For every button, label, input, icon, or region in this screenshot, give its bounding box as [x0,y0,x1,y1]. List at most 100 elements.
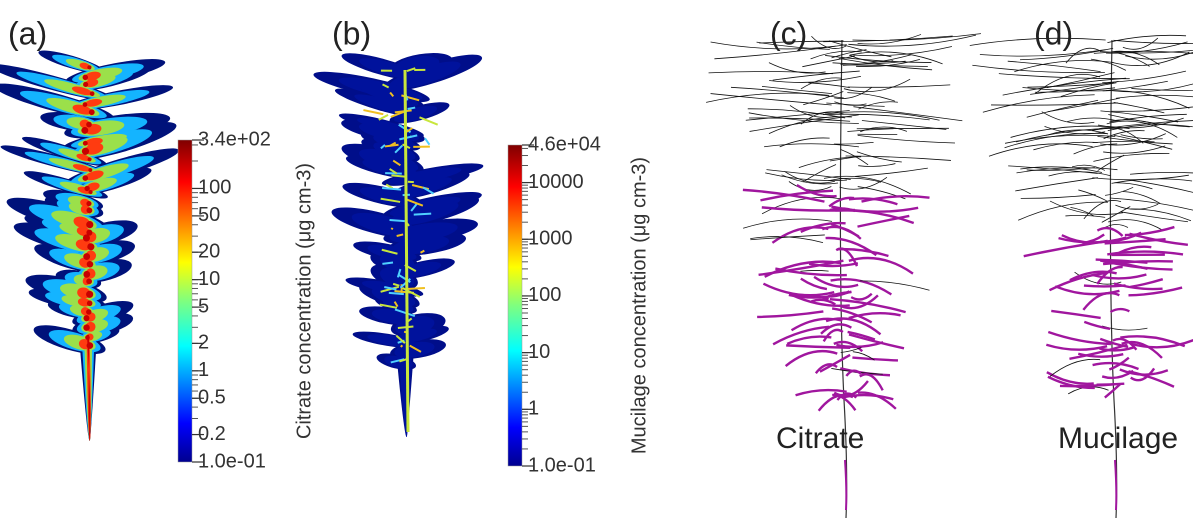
root-line [400,344,404,348]
root-lobe [86,121,92,128]
tick-label: 5 [198,295,209,317]
lateral-root [730,86,844,99]
root-lobe [81,126,89,134]
root-lobe [84,78,99,88]
root-lobe [88,168,93,173]
lateral-root [988,143,1093,157]
lateral-root [838,58,933,71]
lateral-root [1093,153,1170,162]
tick-label: 1.0e-01 [528,454,596,476]
lateral-root [1083,200,1122,220]
colorbar [177,139,193,463]
root-lobe [86,229,93,236]
lateral-root [784,171,836,184]
lateral-root [1112,337,1138,351]
lateral-root [1113,134,1173,150]
lateral-root [844,393,894,401]
lateral-root [1130,367,1156,382]
root-line [399,358,407,363]
lateral-root [1044,126,1106,135]
lateral-root [1048,271,1108,292]
root-lobe [86,278,92,285]
lateral-root [813,275,859,289]
lateral-root [829,207,856,213]
lateral-root [749,114,859,132]
lateral-root [1078,189,1107,202]
root-lobe [73,216,91,229]
tick-label: 20 [198,240,220,262]
lateral-root [834,86,873,99]
lateral-root [1097,117,1184,129]
lateral-root [1097,154,1125,171]
lateral-root [1105,80,1168,92]
lateral-root [853,106,963,122]
lateral-root [847,128,894,132]
lateral-root [834,101,867,106]
lateral-root [831,307,873,324]
lateral-root [768,62,826,74]
root-lobe [86,207,93,214]
lateral-root [1124,225,1175,237]
root-line [394,144,403,154]
lateral-root [820,323,852,335]
root-lobe [83,81,89,88]
root-line [419,116,439,126]
lateral-root [1092,174,1189,181]
lateral-root [764,143,859,148]
lateral-root [845,369,862,377]
lateral-root [1023,240,1104,258]
tick-label: 1 [198,359,209,381]
tick-label: 1.0e-01 [198,450,266,472]
lateral-root [861,195,930,203]
tick-label: 10 [198,268,220,290]
lateral-root [748,112,859,124]
lateral-root [772,325,830,346]
lateral-root [1102,70,1187,84]
lateral-root [1048,171,1111,177]
lateral-root [832,393,857,411]
root-line [382,261,394,265]
lateral-root [1099,49,1193,54]
lateral-root [1116,94,1193,99]
lateral-root [1018,201,1108,221]
lateral-root [764,260,841,278]
root-line [382,186,402,191]
root-line [413,212,432,216]
lateral-root [811,35,847,49]
lateral-root [1046,371,1094,385]
root-lobe [86,300,93,307]
lateral-root [790,317,843,332]
lateral-root [1082,291,1120,311]
tick-label: 10000 [528,171,584,193]
lateral-root [1128,286,1183,297]
lateral-root [991,102,1118,106]
lateral-root [779,137,830,148]
root-line [405,127,413,133]
root-line [393,301,399,308]
root-architecture [969,34,1193,519]
lateral-root [1103,130,1145,140]
lateral-root [1122,191,1161,204]
lateral-root [839,177,888,190]
root-lobe [86,309,92,315]
lateral-root [1115,203,1159,210]
lateral-root [1105,186,1134,196]
tick-label: 50 [198,204,220,226]
lateral-root [1090,58,1127,71]
root-lobe [87,65,92,70]
lateral-root [1016,167,1118,174]
lateral-root [1129,179,1193,193]
lateral-root [1096,265,1123,285]
root-line [378,114,389,121]
lateral-root [788,181,832,191]
lateral-root [1100,110,1179,123]
lateral-root [972,64,1105,74]
root-line [382,83,390,89]
lateral-root [802,164,837,183]
root-line [363,109,384,116]
root-lobe [82,234,90,242]
lateral-root [1103,145,1166,154]
lateral-root [821,225,862,240]
root-line [389,91,395,97]
